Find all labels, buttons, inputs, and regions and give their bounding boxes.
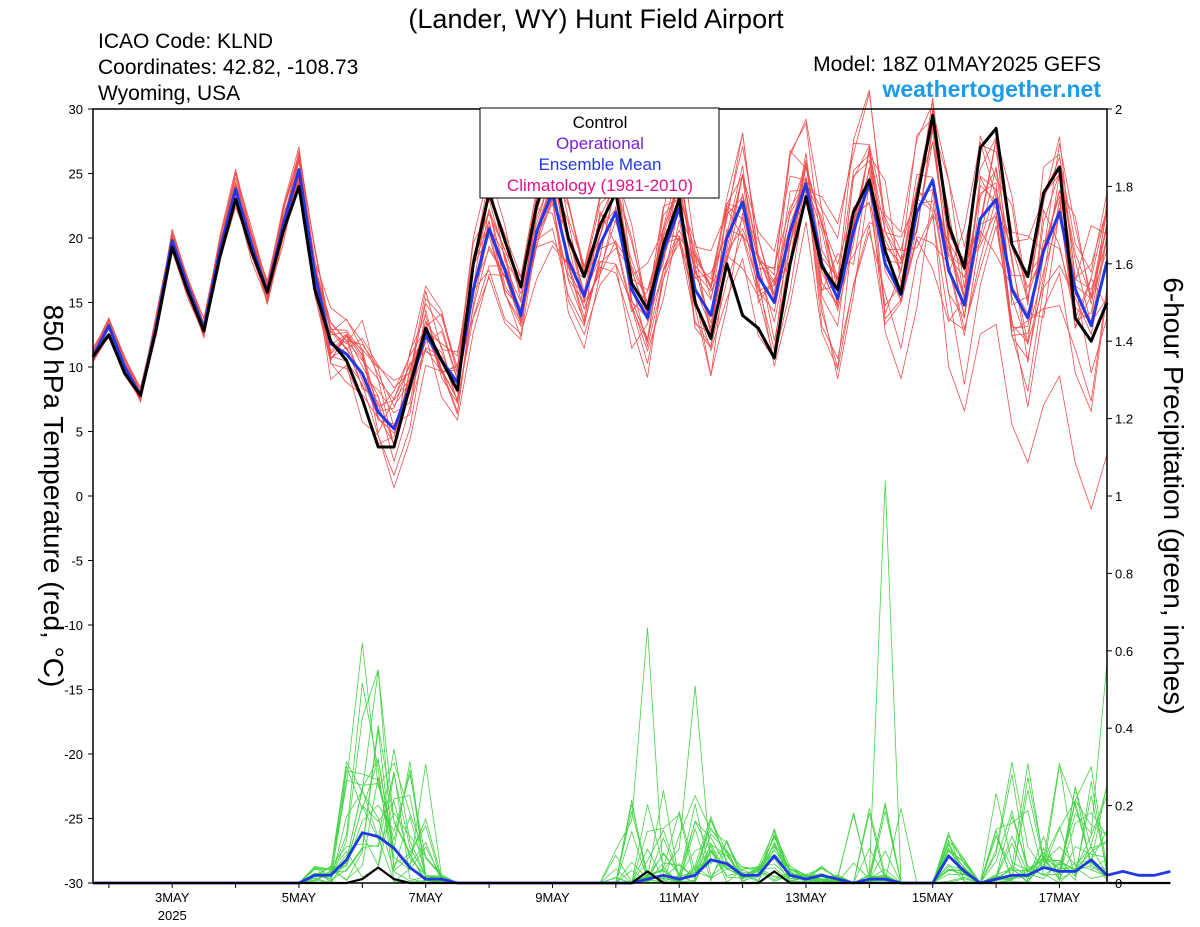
x-tick-sublabel: 2025 <box>158 908 187 923</box>
y-tick-label: -20 <box>64 747 83 762</box>
y-tick-label: -5 <box>71 554 83 569</box>
x-tick-label: 11MAY <box>659 890 700 905</box>
temp-member-line <box>92 183 1108 490</box>
y-tick-label: 5 <box>76 425 83 440</box>
y-tick-label: 30 <box>69 102 83 117</box>
y2-tick-label: 0.2 <box>1115 799 1133 814</box>
precip-member-line <box>93 760 1108 884</box>
y-tick-label: -25 <box>64 812 83 827</box>
ensemble-mean-precip-line <box>93 831 1171 885</box>
y-tick-label: 20 <box>69 231 83 246</box>
y2-tick-label: 0.6 <box>1115 644 1133 659</box>
y2-tick-label: 1.8 <box>1115 179 1133 194</box>
precip-member-line <box>93 627 1108 884</box>
precip-member-line <box>93 729 1108 884</box>
precip-member-line <box>93 779 1108 884</box>
y2-tick-label: 1.2 <box>1115 412 1133 427</box>
y-tick-label: -30 <box>64 876 83 891</box>
x-tick-label: 5MAY <box>282 890 317 905</box>
legend-operational: Operational <box>556 134 644 153</box>
precip-member-line <box>93 662 1108 884</box>
y2-tick-label: 2 <box>1115 102 1122 117</box>
precip-member-line <box>93 760 1108 884</box>
region: Wyoming, USA <box>98 82 240 105</box>
chart-title: (Lander, WY) Hunt Field Airport <box>408 4 784 34</box>
precip-member-line <box>93 771 1108 884</box>
site-name: weathertogether.net <box>881 76 1101 102</box>
precip-member-line <box>93 774 1108 884</box>
legend-control: Control <box>573 113 628 132</box>
y2-tick-label: 0 <box>1115 876 1122 891</box>
legend-box <box>479 107 720 199</box>
icao-code: ICAO Code: KLND <box>98 30 273 53</box>
y-axis-label: 850 hPa Temperature (red, °C) <box>38 305 69 688</box>
y-tick-label: 15 <box>69 296 83 311</box>
y2-axis-label: 6-hour Precipitation (green, inches) <box>1158 277 1189 714</box>
legend: Control Operational Ensemble Mean Climat… <box>479 107 720 199</box>
y2-tick-label: 1.6 <box>1115 257 1133 272</box>
precip-member-line <box>93 480 1108 884</box>
y2-tick-label: 1 <box>1115 489 1122 504</box>
y-tick-label: 0 <box>76 489 83 504</box>
y2-tick-label: 0.4 <box>1115 721 1133 736</box>
y-tick-label: 25 <box>69 167 83 182</box>
temp-member-line <box>92 93 1108 430</box>
model-run: Model: 18Z 01MAY2025 GEFS <box>813 53 1101 76</box>
y-tick-label: -15 <box>64 683 83 698</box>
precip-member-line <box>93 787 1108 884</box>
y2-tick-label: 1.4 <box>1115 334 1133 349</box>
plot-area: 302520151050-5-10-15-20-25-3021.81.61.41… <box>64 89 1171 923</box>
x-tick-label: 3MAY <box>155 890 190 905</box>
y-tick-label: 10 <box>69 360 83 375</box>
x-tick-label: 13MAY <box>785 890 827 905</box>
legend-climatology: Climatology (1981-2010) <box>507 176 693 195</box>
precip-member-line <box>93 774 1108 884</box>
precip-member-line <box>93 758 1108 884</box>
temp-member-line <box>92 141 1108 463</box>
x-tick-label: 15MAY <box>912 890 954 905</box>
control-temp-line <box>91 113 1109 449</box>
x-tick-label: 7MAY <box>409 890 444 905</box>
x-tick-label: 17MAY <box>1039 890 1081 905</box>
y-tick-label: -10 <box>64 618 83 633</box>
y2-tick-label: 0.8 <box>1115 566 1133 581</box>
legend-ensemble-mean: Ensemble Mean <box>539 155 662 174</box>
x-tick-label: 9MAY <box>535 890 570 905</box>
coordinates: Coordinates: 42.82, -108.73 <box>98 56 358 79</box>
